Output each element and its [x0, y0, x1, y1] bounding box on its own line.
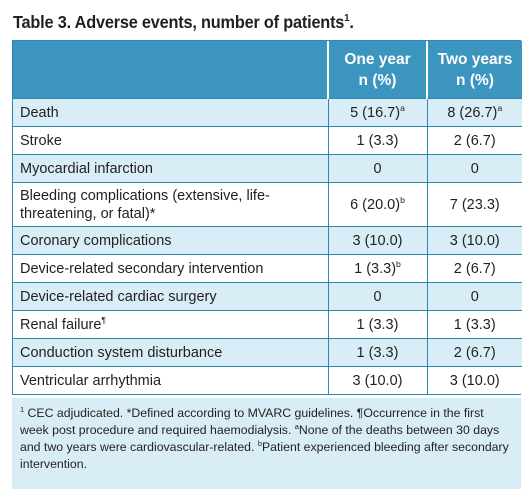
- two-years-value: 2 (6.7): [426, 126, 522, 155]
- row-label: Bleeding complications (extensive, life-…: [13, 182, 328, 227]
- table-row: Ventricular arrhythmia 3 (10.0) 3 (10.0): [13, 366, 522, 394]
- one-year-value-footnote-marker: b: [396, 258, 401, 269]
- one-year-value: 3 (10.0): [327, 226, 427, 255]
- one-year-value-text: 1 (3.3): [356, 132, 399, 149]
- footnote-b-marker: b: [257, 438, 262, 448]
- two-years-value-text: 8 (26.7): [447, 104, 498, 121]
- table-frame: One year n (%) Two years n (%) Death 5 (16.…: [12, 40, 522, 395]
- row-label-text: Coronary complications: [20, 232, 172, 249]
- two-years-value: 0: [426, 154, 522, 183]
- row-label-text: Stroke: [20, 132, 62, 149]
- table-row: Renal failure¶ 1 (3.3) 1 (3.3): [13, 310, 522, 339]
- one-year-value-text: 1 (3.3): [356, 316, 399, 333]
- header-event: [13, 41, 328, 99]
- footnote-a-marker: a: [294, 421, 299, 431]
- footnote-1-text: CEC adjudicated. *Defined according to M…: [20, 406, 484, 437]
- one-year-value-text: 1 (3.3): [354, 260, 397, 277]
- one-year-value-text: 3 (10.0): [352, 232, 403, 249]
- table-body: Death 5 (16.7)a 8 (26.7)a Stroke 1 (3.3) 2 (6…: [13, 98, 522, 394]
- table-footnotes: 1 CEC adjudicated. *Defined according to…: [12, 398, 521, 489]
- adverse-events-table: One year n (%) Two years n (%) Death 5 (16.…: [13, 41, 522, 394]
- table-row: Stroke 1 (3.3) 2 (6.7): [13, 126, 522, 155]
- one-year-value: 1 (3.3): [327, 338, 427, 367]
- row-label: Conduction system disturbance: [13, 338, 328, 367]
- one-year-value-footnote-marker: b: [400, 194, 405, 205]
- two-years-value: 7 (23.3): [426, 182, 522, 227]
- one-year-value-footnote-marker: a: [400, 102, 405, 113]
- one-year-value: 3 (10.0): [327, 366, 427, 394]
- table-row: Device-related secondary intervention 1 (…: [13, 254, 522, 283]
- one-year-value-text: 0: [373, 288, 382, 305]
- row-label: Device-related cardiac surgery: [13, 282, 328, 311]
- row-label-text: Device-related cardiac surgery: [20, 288, 217, 305]
- footnote-1-marker: 1: [20, 404, 25, 414]
- one-year-value: 1 (3.3): [327, 126, 427, 155]
- one-year-value-text: 1 (3.3): [356, 344, 399, 361]
- one-year-value: 6 (20.0)b: [327, 182, 427, 227]
- row-label: Myocardial infarction: [13, 154, 328, 183]
- table-row: Death 5 (16.7)a 8 (26.7)a: [13, 98, 522, 127]
- one-year-value: 5 (16.7)a: [327, 98, 427, 127]
- footnote-b-text: Patient experienced bleeding after secon…: [20, 440, 509, 471]
- header-one-year: One year n (%): [327, 41, 427, 99]
- header-one-year-line1: One year: [344, 50, 411, 68]
- table-row: Bleeding complications (extensive, life-…: [13, 182, 522, 227]
- row-label-text: Myocardial infarction: [20, 160, 153, 177]
- two-years-value: 0: [426, 282, 522, 311]
- row-label: Ventricular arrhythmia: [13, 366, 328, 394]
- two-years-value-text: 1 (3.3): [453, 316, 496, 333]
- table-row: Device-related cardiac surgery 0 0: [13, 282, 522, 311]
- header-two-years: Two years n (%): [426, 41, 522, 99]
- two-years-value: 2 (6.7): [426, 338, 522, 367]
- two-years-value-text: 2 (6.7): [453, 260, 496, 277]
- two-years-value-footnote-marker: a: [497, 102, 503, 113]
- row-label-text: Death: [20, 104, 59, 121]
- two-years-value-text: 2 (6.7): [453, 132, 496, 149]
- row-label-text: Ventricular arrhythmia: [20, 372, 162, 389]
- row-label-text: Device-related secondary intervention: [20, 260, 264, 277]
- row-label: Stroke: [13, 126, 328, 155]
- footnote-a-text: None of the deaths between 30 days and t…: [20, 423, 500, 454]
- table-title-period: .: [349, 12, 354, 32]
- row-label-text: Renal failure: [20, 316, 102, 333]
- two-years-value: 2 (6.7): [426, 254, 522, 283]
- row-label: Renal failure¶: [13, 310, 328, 339]
- row-label-footnote-marker: ¶: [101, 314, 107, 325]
- one-year-value-text: 3 (10.0): [352, 372, 403, 389]
- one-year-value-text: 6 (20.0): [350, 196, 401, 213]
- header-two-years-line1: Two years: [437, 50, 513, 68]
- two-years-value: 3 (10.0): [426, 366, 522, 394]
- row-label: Death: [13, 98, 328, 127]
- table-title-text: Table 3. Adverse events, number of patie…: [13, 12, 345, 32]
- two-years-value-text: 0: [470, 288, 479, 305]
- two-years-value-text: 2 (6.7): [453, 344, 496, 361]
- one-year-value: 1 (3.3)b: [327, 254, 427, 283]
- row-label-text: Bleeding complications (extensive, life-…: [20, 187, 270, 222]
- table-row: Myocardial infarction 0 0: [13, 154, 522, 183]
- table-title: Table 3. Adverse events, number of patie…: [13, 12, 354, 33]
- two-years-value: 8 (26.7)a: [426, 98, 522, 127]
- row-label-text: Conduction system disturbance: [20, 344, 223, 361]
- one-year-value: 1 (3.3): [327, 310, 427, 339]
- header-row: One year n (%) Two years n (%): [13, 41, 522, 99]
- table-row: Conduction system disturbance 1 (3.3) 2 (6…: [13, 338, 522, 367]
- one-year-value-text: 0: [373, 160, 382, 177]
- row-label: Device-related secondary intervention: [13, 254, 328, 283]
- one-year-value: 0: [327, 282, 427, 311]
- row-label: Coronary complications: [13, 226, 328, 255]
- table-row: Coronary complications 3 (10.0) 3 (10.0): [13, 226, 522, 255]
- header-one-year-line2: n (%): [358, 71, 397, 89]
- header-two-years-line2: n (%): [456, 71, 494, 89]
- one-year-value-text: 5 (16.7): [350, 104, 401, 121]
- one-year-value: 0: [327, 154, 427, 183]
- two-years-value: 1 (3.3): [426, 310, 522, 339]
- two-years-value: 3 (10.0): [426, 226, 522, 255]
- two-years-value-text: 3 (10.0): [449, 372, 500, 389]
- two-years-value-text: 0: [470, 160, 479, 177]
- two-years-value-text: 3 (10.0): [449, 232, 500, 249]
- two-years-value-text: 7 (23.3): [449, 196, 500, 213]
- table-title-footnote-marker: 1: [344, 12, 350, 25]
